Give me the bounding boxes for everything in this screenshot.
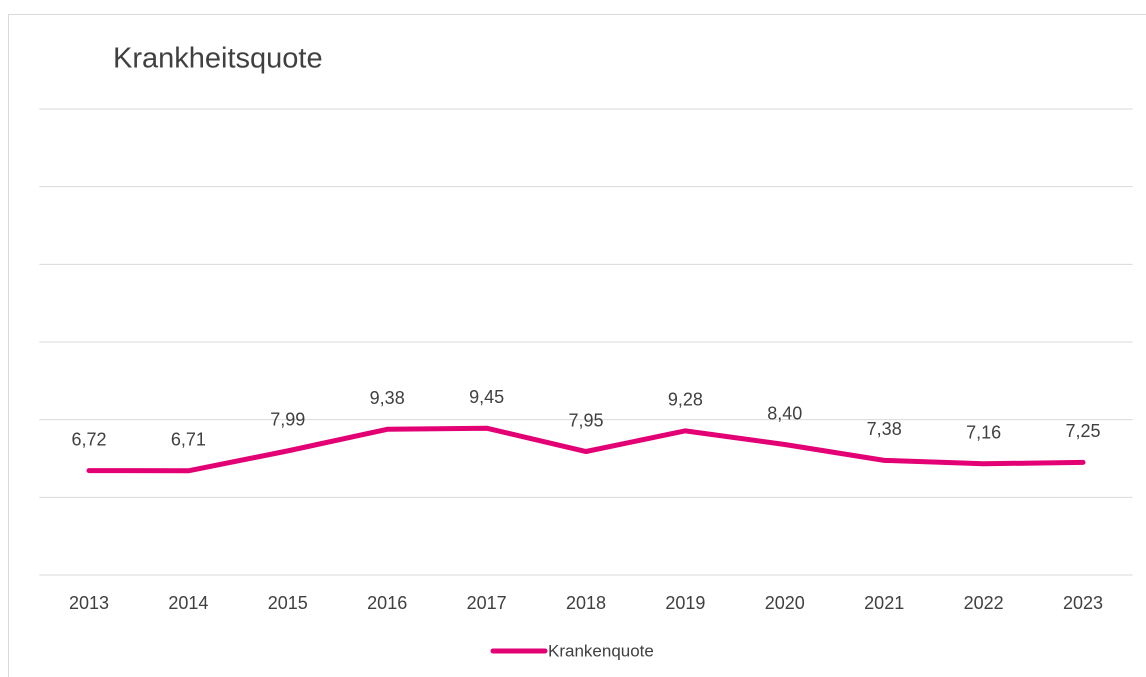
line [86,425,1086,474]
data-label: 6,71 [171,430,206,450]
x-tick-label: 2013 [69,593,109,613]
data-label: 9,38 [370,388,405,408]
data-label: 7,38 [867,419,902,439]
x-tick-label: 2021 [864,593,904,613]
x-tick-label: 2016 [367,593,407,613]
chart-title: Krankheitsquote [113,43,323,75]
data-label: 9,28 [668,390,703,410]
x-tick-label: 2020 [765,593,805,613]
legend-label: Krankenquote [548,641,654,660]
chart-frame [8,14,1146,677]
x-tick-label: 2015 [268,593,308,613]
data-label: 7,25 [1065,421,1100,441]
x-tick-label: 2022 [964,593,1004,613]
x-tick-label: 2014 [168,593,208,613]
x-tick-label: 2019 [665,593,705,613]
x-tick-label: 2023 [1063,593,1103,613]
x-tick-label: 2018 [566,593,606,613]
data-label: 7,99 [270,410,305,430]
data-label: 7,95 [568,410,603,430]
data-label: 8,40 [767,403,802,423]
data-label: 6,72 [71,429,106,449]
data-label: 7,16 [966,423,1001,443]
data-label: 9,45 [469,387,504,407]
x-tick-label: 2017 [467,593,507,613]
